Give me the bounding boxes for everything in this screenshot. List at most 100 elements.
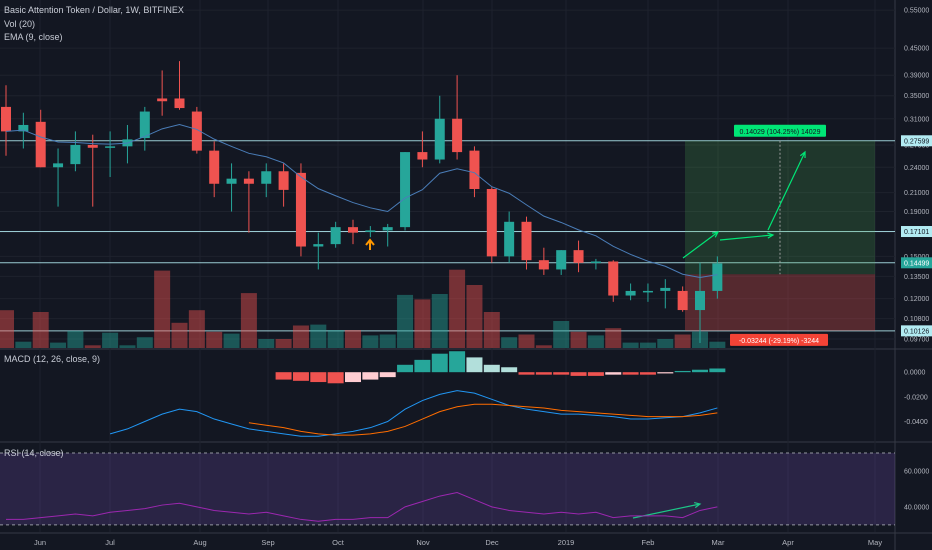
candle-body — [486, 189, 497, 257]
volume-bar — [258, 339, 275, 348]
candle-body — [677, 290, 688, 311]
path-arrow-1-head — [711, 231, 720, 238]
macd-histogram-bar — [275, 372, 292, 380]
volume-bar — [535, 345, 552, 348]
macd-histogram-bar — [622, 372, 639, 375]
volume-bar — [171, 322, 188, 348]
signal-line — [248, 403, 718, 436]
macd-histogram-bar — [674, 370, 691, 373]
profit-label-bg — [734, 124, 826, 137]
volume-bar — [449, 269, 466, 348]
volume-bar — [0, 310, 14, 348]
volume-bar — [483, 312, 500, 348]
macd-tick-label: 0.0000 — [904, 370, 926, 377]
volume-bar — [206, 331, 223, 348]
time-tick-label: Nov — [416, 538, 430, 547]
volume-bar — [102, 332, 119, 348]
volume-bar — [518, 334, 535, 348]
volume-bar — [639, 342, 656, 348]
candle-body — [87, 144, 98, 148]
candle-body — [209, 150, 220, 184]
candle-body — [521, 221, 532, 261]
macd-histogram-bar — [414, 359, 431, 373]
volume-bar — [657, 339, 674, 348]
rsi-line — [6, 491, 718, 522]
candle-body — [53, 163, 64, 168]
time-tick-label: Oct — [332, 538, 345, 547]
rsi-tick-label: 60.0000 — [904, 468, 929, 475]
volume-bar — [240, 293, 257, 348]
time-tick-label: Sep — [261, 538, 274, 547]
price-tick-label: 0.09700 — [904, 336, 929, 343]
path-arrow-2-head — [767, 232, 775, 239]
volume-bar — [188, 310, 205, 348]
candle-body — [191, 111, 202, 151]
volume-bar — [605, 328, 622, 348]
candle-body — [1, 106, 11, 132]
volume-bar — [431, 294, 448, 348]
volume-bar — [136, 337, 153, 348]
volume-bar — [292, 325, 309, 348]
candle-body — [556, 250, 567, 270]
volume-bar — [570, 331, 587, 348]
macd-layer — [109, 351, 726, 437]
loss-label: -0.03244 (-29.19%) -3244 — [739, 338, 819, 345]
path-arrow-3-head — [799, 150, 806, 159]
macd-histogram-bar — [379, 372, 396, 378]
macd-histogram-bar — [431, 353, 448, 373]
macd-histogram-bar — [483, 364, 500, 373]
candle-body — [295, 172, 306, 247]
time-tick-label: Jun — [34, 538, 46, 547]
price-tick-label: 0.39000 — [904, 73, 929, 80]
volume-bar — [119, 345, 136, 348]
macd-histogram-bar — [466, 357, 483, 373]
candles-layer — [1, 61, 723, 343]
candle-body — [538, 260, 549, 270]
price-axis: 0.550000.450000.390000.350000.310000.270… — [901, 8, 932, 511]
price-marker-label: 0.17101 — [904, 229, 929, 236]
time-tick-label: Jul — [105, 538, 115, 547]
macd-histogram-bar — [327, 372, 344, 384]
volume-bar — [501, 337, 518, 348]
time-tick-label: May — [868, 538, 882, 547]
price-tick-label: 0.35000 — [904, 93, 929, 100]
price-marker-bg — [901, 226, 932, 238]
candle-body — [313, 244, 324, 247]
macd-legend: MACD (12, 26, close, 9) — [4, 354, 101, 364]
price-marker-bg — [901, 325, 932, 337]
candle-body — [417, 152, 428, 160]
candle-body — [642, 290, 653, 293]
candle-body — [35, 121, 46, 168]
candle-body — [365, 230, 376, 232]
macd-histogram-bar — [639, 372, 656, 375]
macd-histogram-bar — [692, 369, 708, 373]
macd-histogram-bar — [709, 368, 726, 373]
profit-label: 0.14029 (104.25%) 14029 — [740, 129, 821, 136]
rsi-band — [0, 452, 895, 525]
macd-histogram-bar — [449, 351, 466, 373]
time-axis: Jun Jul Aug Sep Oct Nov Dec 2019 Feb Mar Apr May — [34, 538, 882, 547]
price-tick-label: 0.12000 — [904, 296, 929, 303]
macd-histogram-bar — [501, 367, 518, 373]
volume-bar — [397, 294, 414, 348]
candle-body — [105, 146, 116, 148]
price-tick-label: 0.55000 — [904, 8, 929, 15]
candle-body — [504, 221, 515, 257]
volume-bar — [379, 334, 396, 348]
ema-layer — [5, 123, 718, 278]
candle-body — [348, 227, 358, 233]
candle-body — [712, 263, 723, 291]
candle-body — [608, 261, 619, 296]
candle-body — [157, 98, 168, 102]
volume-bar — [15, 341, 32, 348]
volume-bar — [622, 342, 639, 348]
volume-bar — [709, 341, 726, 348]
profit-zone — [685, 140, 875, 275]
volume-bar — [466, 285, 483, 348]
volume-bar — [414, 299, 431, 348]
price-tick-label: 0.45000 — [904, 46, 929, 53]
volume-bar — [84, 345, 101, 348]
candle-body — [261, 171, 272, 184]
candle-body — [590, 261, 601, 263]
